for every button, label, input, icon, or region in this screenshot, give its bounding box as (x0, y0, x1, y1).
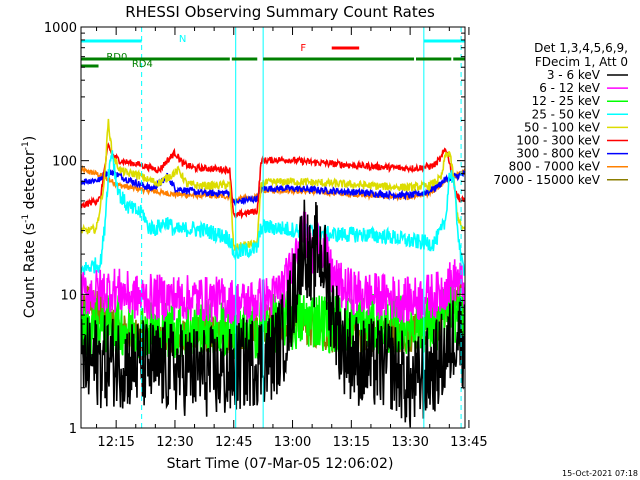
state-label-f: F (300, 43, 306, 54)
legend-header-line-1: Det 1,3,4,5,6,9, (534, 41, 628, 55)
series-line-25-50-kev (81, 150, 465, 276)
legend-label: 6 - 12 keV (539, 81, 601, 95)
legend-label: 50 - 100 keV (524, 120, 601, 134)
legend-label: 300 - 800 keV (516, 147, 600, 161)
x-axis-label: Start Time (07-Mar-05 12:06:02) (167, 456, 394, 472)
series-line-50-100-kev (81, 118, 465, 253)
y-axis-label: Count Rate (s-1 detector-1) (21, 136, 38, 318)
legend-label: 12 - 25 keV (532, 94, 601, 108)
x-tick-label: 13:45 (450, 435, 487, 450)
x-tick-label: 13:30 (391, 435, 428, 450)
x-tick-label: 13:15 (333, 435, 370, 450)
x-tick-label: 13:00 (274, 435, 311, 450)
plot-clip-group (81, 118, 465, 428)
x-tick-label: 12:30 (156, 435, 193, 450)
legend-label: 3 - 6 keV (547, 68, 601, 82)
series-line-100-300-kev (81, 142, 465, 220)
legend-label: 800 - 7000 keV (509, 160, 601, 174)
legend-label: 7000 - 15000 keV (493, 173, 600, 187)
y-tick-label: 1000 (44, 21, 77, 36)
y-tick-label: 100 (52, 155, 77, 170)
series-line-3-6-kev (81, 199, 465, 428)
state-label-rd4: RD4 (132, 59, 153, 70)
y-tick-label: 1 (69, 422, 77, 437)
state-label-n: N (179, 34, 186, 45)
y-tick-label: 10 (60, 288, 77, 303)
x-tick-label: 12:45 (215, 435, 252, 450)
axes: 1 10 100 1000 12:15 12:30 12:45 13:00 13:15 13:30… (44, 21, 488, 450)
chart-title: RHESSI Observing Summary Count Rates (125, 3, 435, 21)
legend-label: 100 - 300 keV (516, 134, 600, 148)
series-line-6-12-kev (81, 211, 465, 325)
legend-header-line-2: FDecim 1, Att 0 (535, 55, 628, 69)
legend-label: 25 - 50 keV (532, 107, 601, 121)
state-label-rd0: RD0 (106, 52, 127, 63)
series-line-300-800-kev (81, 167, 465, 207)
timestamp: 15-Oct-2021 07:18 (562, 469, 638, 478)
x-tick-label: 12:15 (97, 435, 134, 450)
